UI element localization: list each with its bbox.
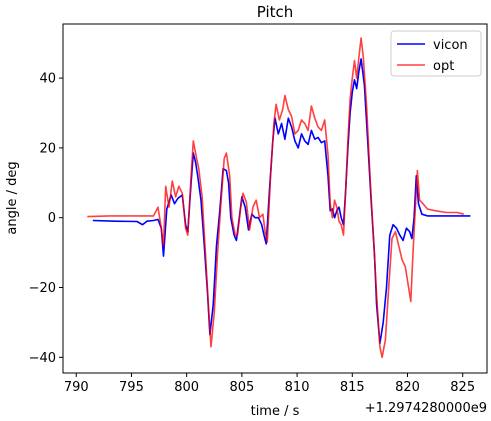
legend-label-opt: opt	[433, 59, 454, 74]
x-tick-label: 805	[229, 380, 254, 395]
x-tick-label: 800	[174, 380, 199, 395]
x-tick-label: 810	[285, 380, 310, 395]
y-tick-label: −40	[29, 351, 56, 366]
x-tick-label: 815	[340, 380, 365, 395]
legend-label-vicon: vicon	[433, 38, 468, 53]
x-tick-label: 820	[395, 380, 420, 395]
y-axis-label: angle / deg	[5, 161, 20, 234]
series-line-opt	[87, 37, 464, 359]
x-axis-label: time / s	[251, 404, 300, 419]
chart-title: Pitch	[257, 3, 294, 21]
legend: vicon opt	[390, 30, 482, 77]
x-axis-offset-label: +1.2974280000e9	[365, 401, 487, 416]
y-tick-label: 20	[39, 141, 56, 156]
y-axis: −40 −20 0 20 40	[29, 72, 63, 366]
x-tick-label: 790	[64, 380, 89, 395]
y-tick-label: −20	[29, 281, 56, 296]
x-tick-label: 825	[450, 380, 475, 395]
x-tick-label: 795	[119, 380, 144, 395]
y-tick-label: 40	[39, 72, 56, 87]
y-tick-label: 0	[48, 211, 56, 226]
plot-area	[62, 23, 488, 374]
series-layer	[87, 37, 471, 359]
x-axis: 790 795 800 805 810 815 820 825	[64, 373, 475, 395]
